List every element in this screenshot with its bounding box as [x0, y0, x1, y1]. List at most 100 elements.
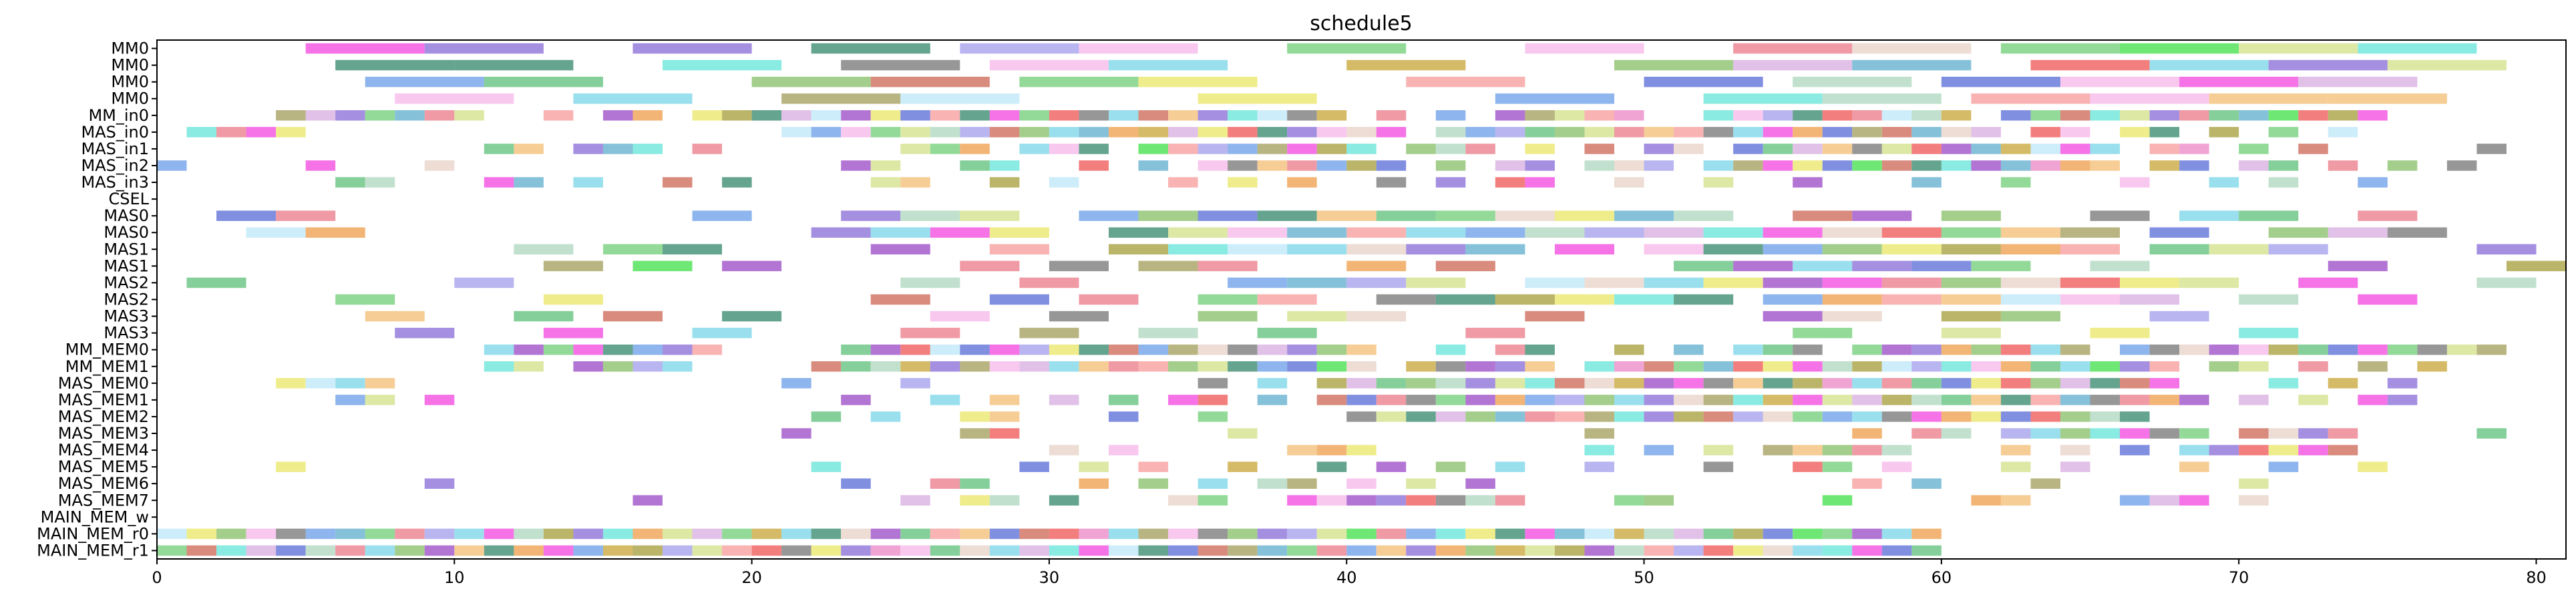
task-bar	[365, 110, 395, 121]
task-bar	[2179, 428, 2209, 439]
task-bar	[1138, 327, 1198, 339]
task-bar	[1644, 361, 1674, 372]
task-bar	[276, 110, 306, 121]
task-bar	[1644, 495, 1674, 506]
task-bar	[1138, 160, 1169, 171]
task-bar	[1079, 528, 1109, 540]
task-bar	[1852, 110, 1882, 121]
task-bar	[663, 177, 693, 188]
x-tick-label: 80	[2526, 568, 2547, 587]
task-bar	[2120, 277, 2180, 288]
task-bar	[930, 344, 960, 355]
task-bar	[1257, 110, 1288, 121]
task-bar	[1435, 210, 1495, 221]
task-bar	[2000, 378, 2031, 389]
task-bar	[1346, 277, 1407, 288]
task-bar	[1376, 160, 1407, 171]
task-bar	[2298, 76, 2418, 87]
task-bar	[1049, 495, 1079, 506]
task-bar	[1822, 545, 1853, 556]
task-bar	[2120, 110, 2150, 121]
task-bar	[1346, 127, 1376, 138]
task-bar	[1614, 411, 1644, 422]
task-bar	[1793, 528, 1823, 540]
task-bar	[454, 528, 484, 540]
task-bar	[514, 528, 544, 540]
task-bar	[1495, 411, 1525, 422]
task-bar	[1108, 545, 1139, 556]
task-bar	[811, 411, 842, 422]
task-bar	[1346, 395, 1376, 405]
task-bar	[276, 210, 336, 221]
task-bar	[1346, 59, 1466, 71]
task-bar	[930, 110, 960, 121]
task-bar	[1554, 110, 1585, 121]
task-bar	[1822, 495, 1853, 506]
task-bar	[1525, 110, 1555, 121]
task-bar	[1703, 395, 1734, 405]
task-bar	[692, 210, 752, 221]
task-bar	[1614, 395, 1644, 405]
task-bar	[1465, 361, 1495, 372]
plot-frame	[156, 39, 2567, 560]
task-bar	[900, 110, 930, 121]
task-bar	[2149, 127, 2180, 138]
task-bar	[395, 93, 514, 104]
task-bar	[1198, 160, 1228, 171]
task-bar	[1852, 43, 1972, 54]
task-bar	[1525, 127, 1555, 138]
task-bar	[870, 227, 930, 238]
task-bar	[989, 545, 1020, 556]
task-bar	[1793, 327, 1853, 339]
task-bar	[1406, 361, 1436, 372]
task-bar	[989, 395, 1020, 405]
task-bar	[1316, 361, 1347, 372]
task-bar	[1406, 277, 1466, 288]
task-bar	[1257, 395, 1288, 405]
task-bar	[2328, 160, 2358, 171]
task-bar	[1793, 210, 1853, 221]
task-bar	[1228, 227, 1288, 238]
task-bar	[1822, 294, 1882, 305]
task-bar	[1733, 59, 1853, 71]
task-bar	[395, 110, 425, 121]
task-bar	[602, 344, 633, 355]
task-bar	[454, 545, 484, 556]
task-bar	[781, 110, 811, 121]
task-bar	[514, 244, 574, 255]
task-bar	[1316, 445, 1347, 455]
task-bar	[602, 110, 633, 121]
task-bar	[1971, 395, 2001, 405]
task-bar	[2149, 428, 2180, 439]
task-bar	[1287, 478, 1317, 489]
y-tick-label: MAS1	[104, 256, 149, 275]
task-bar	[2149, 395, 2180, 405]
task-bar	[573, 545, 603, 556]
task-bar	[1138, 344, 1169, 355]
task-bar	[1019, 127, 1049, 138]
task-bar	[1257, 160, 1288, 171]
task-bar	[2417, 344, 2447, 355]
task-bar	[2268, 127, 2299, 138]
y-tick-label: MM_MEM0	[65, 341, 149, 359]
task-bar	[1644, 545, 1674, 556]
task-bar	[424, 395, 455, 405]
task-bar	[1911, 378, 1942, 389]
task-bar	[960, 127, 990, 138]
task-bar	[424, 43, 544, 54]
task-bar	[632, 260, 693, 272]
task-bar	[1049, 260, 1109, 272]
task-bar	[1049, 177, 1079, 188]
task-bar	[1495, 361, 1525, 372]
task-bar	[870, 244, 930, 255]
task-bar	[900, 327, 960, 339]
task-bar	[2209, 93, 2328, 104]
task-bar	[1881, 144, 1912, 154]
task-bar	[1763, 395, 1793, 405]
task-bar	[989, 428, 1020, 439]
task-bar	[1316, 144, 1347, 154]
task-bar	[395, 545, 425, 556]
task-bar	[1525, 378, 1555, 389]
task-bar	[1316, 545, 1347, 556]
task-bar	[1971, 495, 2001, 506]
